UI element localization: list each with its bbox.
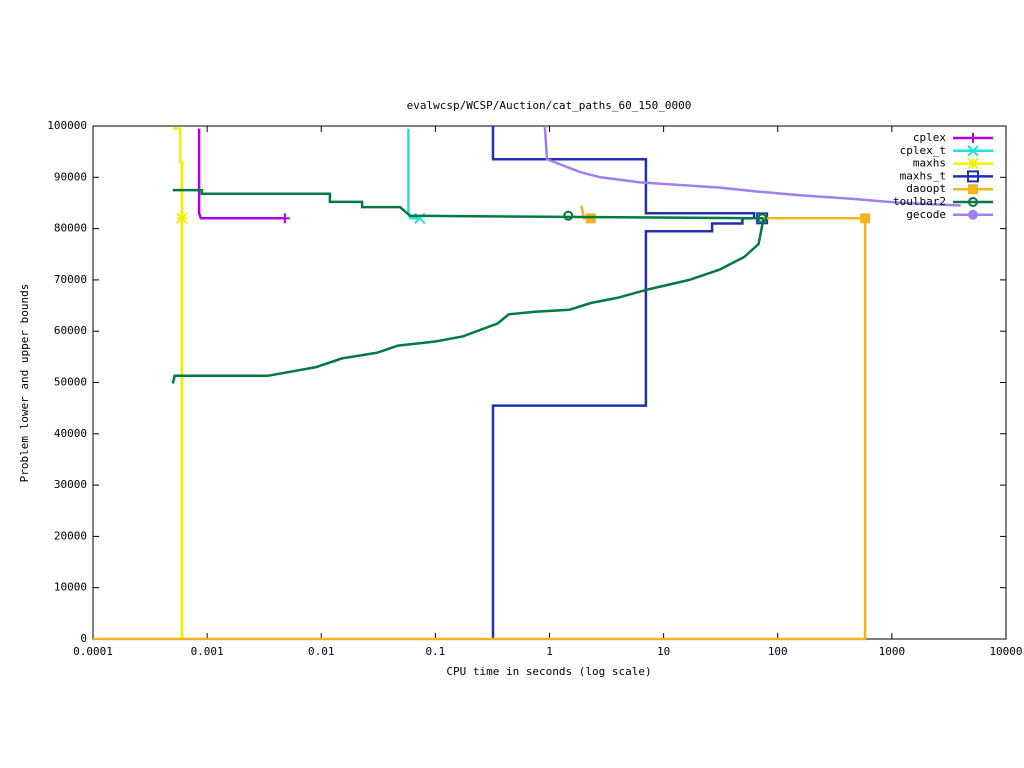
series-line [407, 128, 420, 220]
y-tick-label: 50000 [54, 376, 87, 389]
series-line [197, 128, 285, 220]
marker [585, 213, 596, 224]
marker-part [968, 184, 978, 195]
marker-part [757, 213, 768, 224]
x-tick-label: 10000 [989, 645, 1022, 658]
marker [968, 209, 978, 220]
y-tick-label: 80000 [54, 222, 87, 235]
legend-label: maxhs [913, 157, 946, 170]
series-line [172, 127, 184, 639]
marker-part [967, 157, 979, 170]
legend-label: maxhs_t [900, 169, 946, 182]
marker-part [968, 209, 978, 220]
x-tick-label: 0.01 [308, 645, 335, 658]
marker-part [585, 213, 596, 224]
marker [968, 133, 978, 143]
x-tick-label: 1 [546, 645, 553, 658]
x-tick-label: 0.001 [191, 645, 224, 658]
x-axis-label: CPU time in seconds (log scale) [446, 665, 651, 678]
legend-label: cplex [913, 131, 946, 144]
series-line [491, 126, 763, 639]
x-tick-label: 0.0001 [73, 645, 113, 658]
x-tick-label: 100 [768, 645, 788, 658]
marker [967, 157, 979, 170]
y-tick-label: 0 [80, 632, 87, 645]
legend-label: toulbar2 [893, 195, 946, 208]
marker [757, 213, 768, 224]
y-tick-label: 10000 [54, 581, 87, 594]
marker [563, 210, 574, 221]
legend-label: daoopt [906, 182, 946, 195]
marker [967, 145, 979, 157]
y-tick-label: 90000 [54, 170, 87, 183]
y-tick-label: 100000 [47, 119, 87, 132]
marker-part [563, 210, 574, 221]
y-tick-label: 40000 [54, 427, 87, 440]
x-tick-label: 10 [657, 645, 670, 658]
x-tick-label: 0.1 [425, 645, 445, 658]
marker [279, 213, 290, 224]
marker-part [176, 212, 188, 225]
y-axis-label: Problem lower and upper bounds [18, 284, 31, 483]
y-tick-label: 60000 [54, 324, 87, 337]
marker-part [860, 213, 871, 224]
legend-label: gecode [906, 208, 946, 221]
marker [968, 197, 978, 207]
marker [860, 213, 871, 224]
chart-title: evalwcsp/WCSP/Auction/cat_paths_60_150_0… [407, 99, 692, 112]
series-line [171, 188, 765, 384]
marker-part [967, 170, 979, 183]
y-tick-label: 30000 [54, 478, 87, 491]
x-tick-label: 1000 [879, 645, 906, 658]
legend-label: cplex_t [900, 144, 946, 157]
series-line [93, 205, 867, 641]
marker-part [968, 197, 978, 207]
marker-part [967, 145, 979, 157]
marker [968, 184, 978, 195]
plot-frame [92, 125, 1007, 640]
marker [967, 170, 979, 183]
y-tick-label: 70000 [54, 273, 87, 286]
series-line [543, 125, 961, 207]
y-tick-label: 20000 [54, 529, 87, 542]
marker [176, 212, 188, 225]
